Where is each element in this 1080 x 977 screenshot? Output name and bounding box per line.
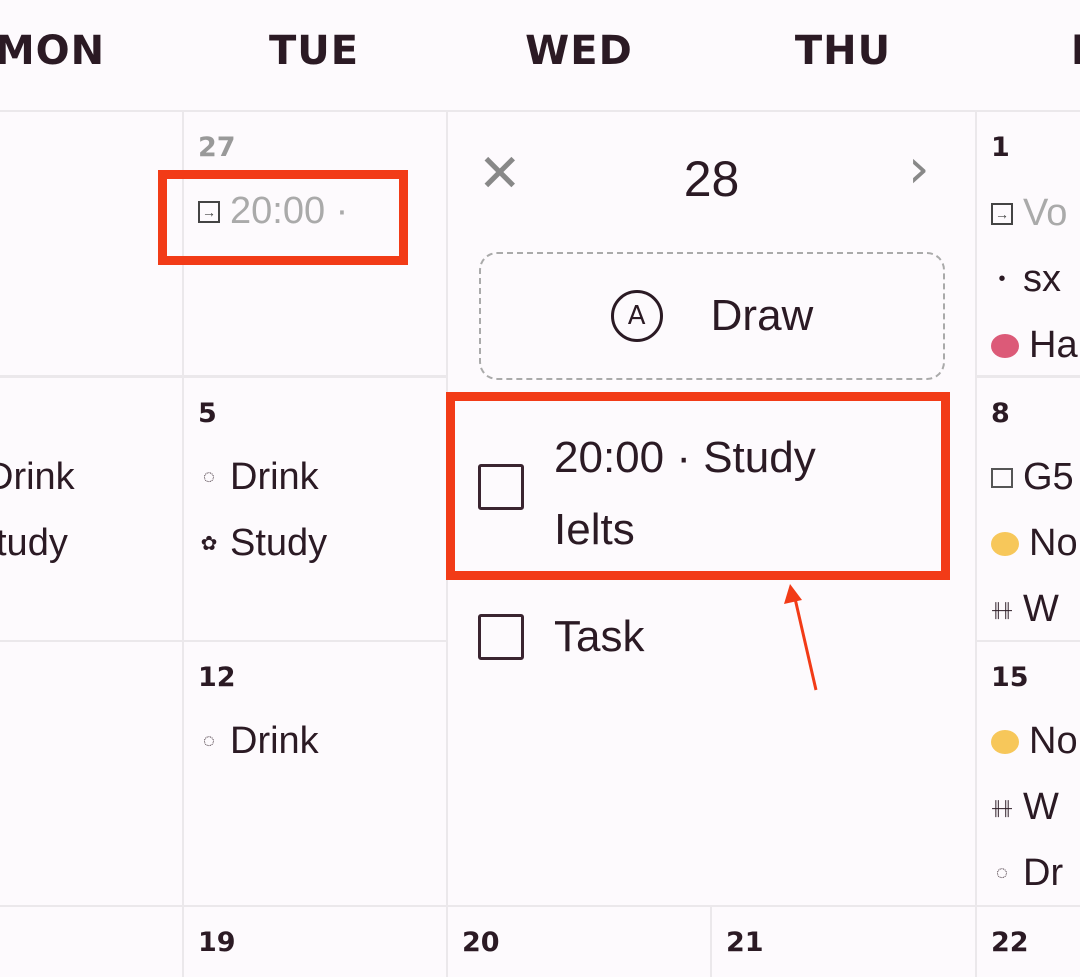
close-icon[interactable]: ✕ (478, 144, 522, 204)
event-text: Vo (1023, 192, 1068, 234)
task-text: 20:00 · Study (554, 433, 816, 482)
event-text: tudy (0, 522, 68, 564)
event-item[interactable]: ╫╫ W (991, 588, 1059, 631)
event-item[interactable]: ◌ Drink (198, 456, 319, 499)
drop-icon: ◌ (203, 730, 215, 752)
day-cell-22[interactable]: 22 (977, 907, 1080, 977)
event-text: G5 (1023, 456, 1074, 498)
event-item[interactable]: Ha (991, 324, 1078, 367)
event-text: W (1023, 588, 1059, 630)
day-detail-popup: ✕ 28 › A Draw 20:00 · Study Ielts Task (448, 112, 975, 905)
checkbox-icon[interactable] (991, 467, 1013, 488)
event-text: Study (230, 522, 328, 564)
event-text: 20:00 · (230, 190, 349, 232)
event-item[interactable]: → 20:00 · (198, 190, 348, 233)
day-number: 12 (198, 662, 236, 693)
day-number: 1 (991, 132, 1010, 163)
event-text: No (1029, 720, 1078, 762)
day-cell-4[interactable]: Drink tudy (0, 378, 182, 640)
event-item[interactable]: tudy (0, 522, 68, 565)
event-text: No (1029, 522, 1078, 564)
weekday-fri: F (1071, 28, 1080, 74)
dumbbell-icon: ╫╫ (992, 799, 1012, 816)
weekday-wed: WED (525, 28, 633, 74)
event-item[interactable]: G5 (991, 456, 1074, 499)
day-number: 15 (991, 662, 1029, 693)
task-item[interactable]: Task (478, 612, 644, 662)
day-number: 21 (726, 927, 764, 958)
yellow-face-icon (991, 531, 1019, 556)
arrow-annotation (784, 584, 818, 691)
highlight-box (158, 170, 408, 265)
event-item[interactable]: ◌ Dr (991, 852, 1063, 895)
task-text-line2: Ielts (554, 505, 635, 554)
brain-icon: ✿ (200, 533, 218, 555)
day-cell-21[interactable]: 21 (712, 907, 975, 977)
day-number: 20 (462, 927, 500, 958)
day-cell-8[interactable]: 8 G5 No ╫╫ W (977, 378, 1080, 640)
event-item[interactable]: No (991, 522, 1078, 565)
day-cell-12[interactable]: 12 ◌ Drink (184, 642, 446, 905)
event-text: sx (1023, 258, 1061, 300)
bullet-icon: • (998, 268, 1006, 290)
highlight-box (446, 392, 950, 580)
day-number: 19 (198, 927, 236, 958)
event-text: Drink (230, 456, 319, 498)
event-item[interactable]: ✿ Study (198, 522, 328, 565)
day-number: 8 (991, 398, 1010, 429)
day-cell-empty[interactable] (0, 112, 182, 375)
event-text: Dr (1023, 852, 1064, 894)
day-number: 27 (198, 132, 236, 163)
task-checkbox[interactable] (478, 614, 524, 660)
yellow-face-icon (991, 729, 1019, 754)
day-cell-11[interactable] (0, 642, 182, 905)
event-text: W (1023, 786, 1059, 828)
drop-icon: ◌ (996, 862, 1008, 884)
task-checkbox[interactable] (478, 464, 524, 510)
task-text: Task (554, 612, 645, 661)
event-item[interactable]: No (991, 720, 1078, 763)
draw-button[interactable]: A Draw (479, 252, 945, 380)
weekday-mon: MON (0, 28, 106, 74)
arrow-box-icon: → (991, 202, 1013, 225)
day-number: 5 (198, 398, 217, 429)
event-text: Drink (0, 456, 75, 498)
popup-date: 28 (683, 151, 740, 207)
event-text: Drink (230, 720, 319, 762)
day-cell-15[interactable]: 15 No ╫╫ W ◌ Dr (977, 642, 1080, 905)
draw-label: Draw (710, 291, 814, 340)
day-cell-5[interactable]: 5 ◌ Drink ✿ Study (184, 378, 446, 640)
day-cell-19[interactable]: 19 (184, 907, 446, 977)
pencil-icon: A (610, 290, 663, 342)
red-face-icon (991, 333, 1019, 358)
day-cell-20[interactable]: 20 (448, 907, 710, 977)
drop-icon: ◌ (203, 466, 215, 488)
chevron-right-icon[interactable]: › (908, 137, 930, 200)
day-number: 22 (991, 927, 1029, 958)
event-item[interactable]: → Vo (991, 192, 1067, 235)
task-item[interactable]: 20:00 · Study Ielts (478, 422, 816, 566)
event-item[interactable]: ╫╫ W (991, 786, 1059, 829)
weekday-header: MON TUE WED THU F (0, 0, 1080, 110)
event-item[interactable]: ◌ Drink (198, 720, 319, 763)
dumbbell-icon: ╫╫ (992, 601, 1012, 618)
event-text: Ha (1029, 324, 1078, 366)
event-item[interactable]: • sx (991, 258, 1061, 301)
day-cell-18[interactable] (0, 907, 182, 977)
weekday-thu: THU (794, 28, 892, 74)
weekday-tue: TUE (268, 28, 360, 74)
arrow-box-icon: → (198, 200, 220, 223)
event-item[interactable]: Drink (0, 456, 75, 499)
day-cell-1[interactable]: 1 → Vo • sx Ha (977, 112, 1080, 375)
